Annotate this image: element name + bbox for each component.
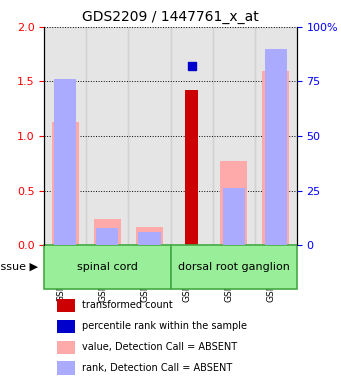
Bar <box>138 232 161 245</box>
Bar <box>223 189 244 245</box>
Bar <box>129 27 170 245</box>
Bar <box>255 27 297 245</box>
Bar <box>52 122 79 245</box>
Bar <box>57 319 75 333</box>
Text: GSM124414: GSM124414 <box>182 247 192 302</box>
Text: transformed count: transformed count <box>82 300 173 310</box>
Bar <box>97 228 118 245</box>
Title: GDS2209 / 1447761_x_at: GDS2209 / 1447761_x_at <box>82 10 259 25</box>
Bar <box>44 27 86 245</box>
Text: dorsal root ganglion: dorsal root ganglion <box>178 262 290 272</box>
Bar <box>57 361 75 374</box>
Bar <box>54 79 76 245</box>
Text: GSM124416: GSM124416 <box>267 247 276 302</box>
Bar <box>212 27 255 245</box>
Text: tissue ▶: tissue ▶ <box>0 262 38 272</box>
Text: spinal cord: spinal cord <box>77 262 138 272</box>
FancyBboxPatch shape <box>170 245 297 289</box>
Bar <box>170 27 212 245</box>
Bar <box>220 161 247 245</box>
Bar <box>86 27 129 245</box>
Text: GSM124419: GSM124419 <box>140 247 149 302</box>
Text: rank, Detection Call = ABSENT: rank, Detection Call = ABSENT <box>82 362 233 372</box>
Bar <box>185 90 198 245</box>
Text: value, Detection Call = ABSENT: value, Detection Call = ABSENT <box>82 342 237 352</box>
Bar <box>265 49 287 245</box>
FancyBboxPatch shape <box>44 245 170 289</box>
Text: GSM124415: GSM124415 <box>225 247 234 302</box>
Bar <box>262 71 289 245</box>
Bar <box>94 219 121 245</box>
Text: GSM124417: GSM124417 <box>56 247 65 302</box>
Text: GSM124418: GSM124418 <box>99 247 107 302</box>
Bar <box>136 227 163 245</box>
Text: percentile rank within the sample: percentile rank within the sample <box>82 321 247 331</box>
Bar <box>57 341 75 354</box>
Bar <box>57 299 75 312</box>
